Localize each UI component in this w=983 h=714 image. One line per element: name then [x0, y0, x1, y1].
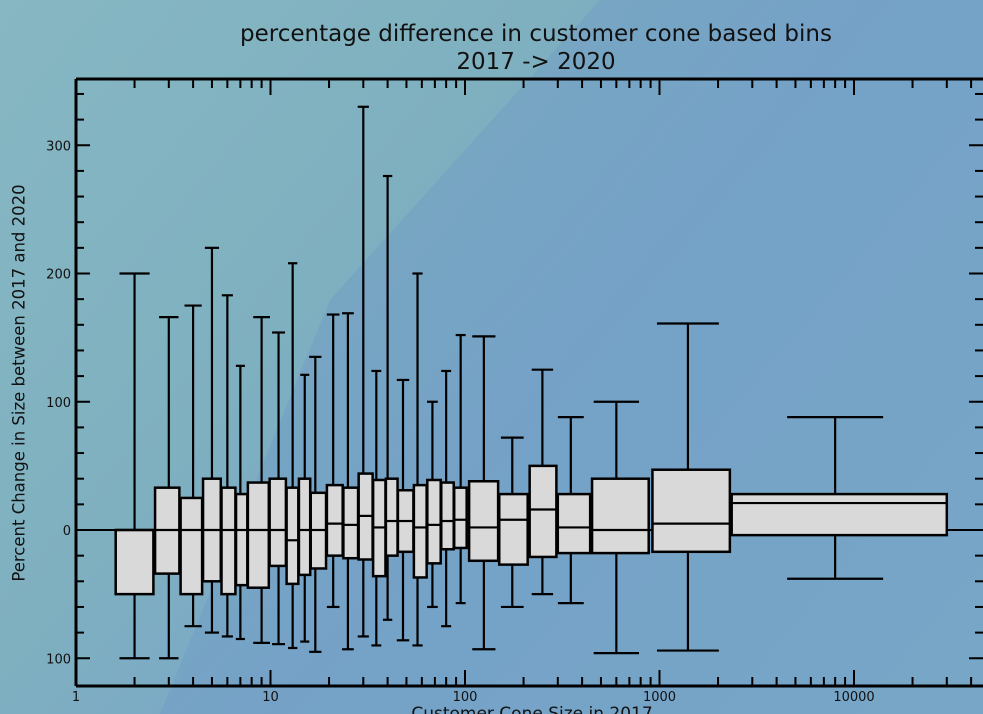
- box: [297, 477, 312, 577]
- box: [730, 492, 949, 537]
- y-tick-label: 200: [46, 268, 71, 283]
- x-tick-label: 1: [72, 690, 80, 705]
- x-tick-label: 100: [453, 690, 478, 705]
- chart-title: percentage difference in customer cone b…: [240, 21, 832, 47]
- box: [412, 483, 428, 579]
- box: [651, 468, 732, 554]
- box: [384, 477, 399, 557]
- y-tick-label: 0: [63, 524, 71, 539]
- box: [467, 480, 500, 563]
- x-tick-label: 10: [262, 690, 279, 705]
- box: [234, 492, 249, 587]
- box: [497, 492, 529, 566]
- x-axis-label: Customer Cone Size in 2017: [411, 704, 653, 714]
- box: [285, 486, 300, 586]
- box: [220, 486, 237, 596]
- box: [556, 492, 592, 555]
- y-tick-label: 100: [46, 396, 71, 411]
- box: [114, 528, 155, 596]
- x-tick-label: 1000: [643, 690, 676, 705]
- box: [528, 464, 558, 559]
- box: [246, 481, 271, 589]
- box: [325, 483, 344, 557]
- box: [342, 486, 360, 560]
- box: [440, 481, 455, 551]
- box: [590, 477, 650, 555]
- box: [268, 477, 288, 568]
- x-tick-label: 10000: [833, 690, 874, 705]
- box: [426, 478, 442, 565]
- box: [179, 496, 204, 596]
- y-tick-label: 100: [46, 652, 71, 667]
- box: [452, 486, 468, 550]
- chart-subtitle: 2017 -> 2020: [456, 49, 616, 75]
- y-tick-label: 300: [46, 139, 71, 154]
